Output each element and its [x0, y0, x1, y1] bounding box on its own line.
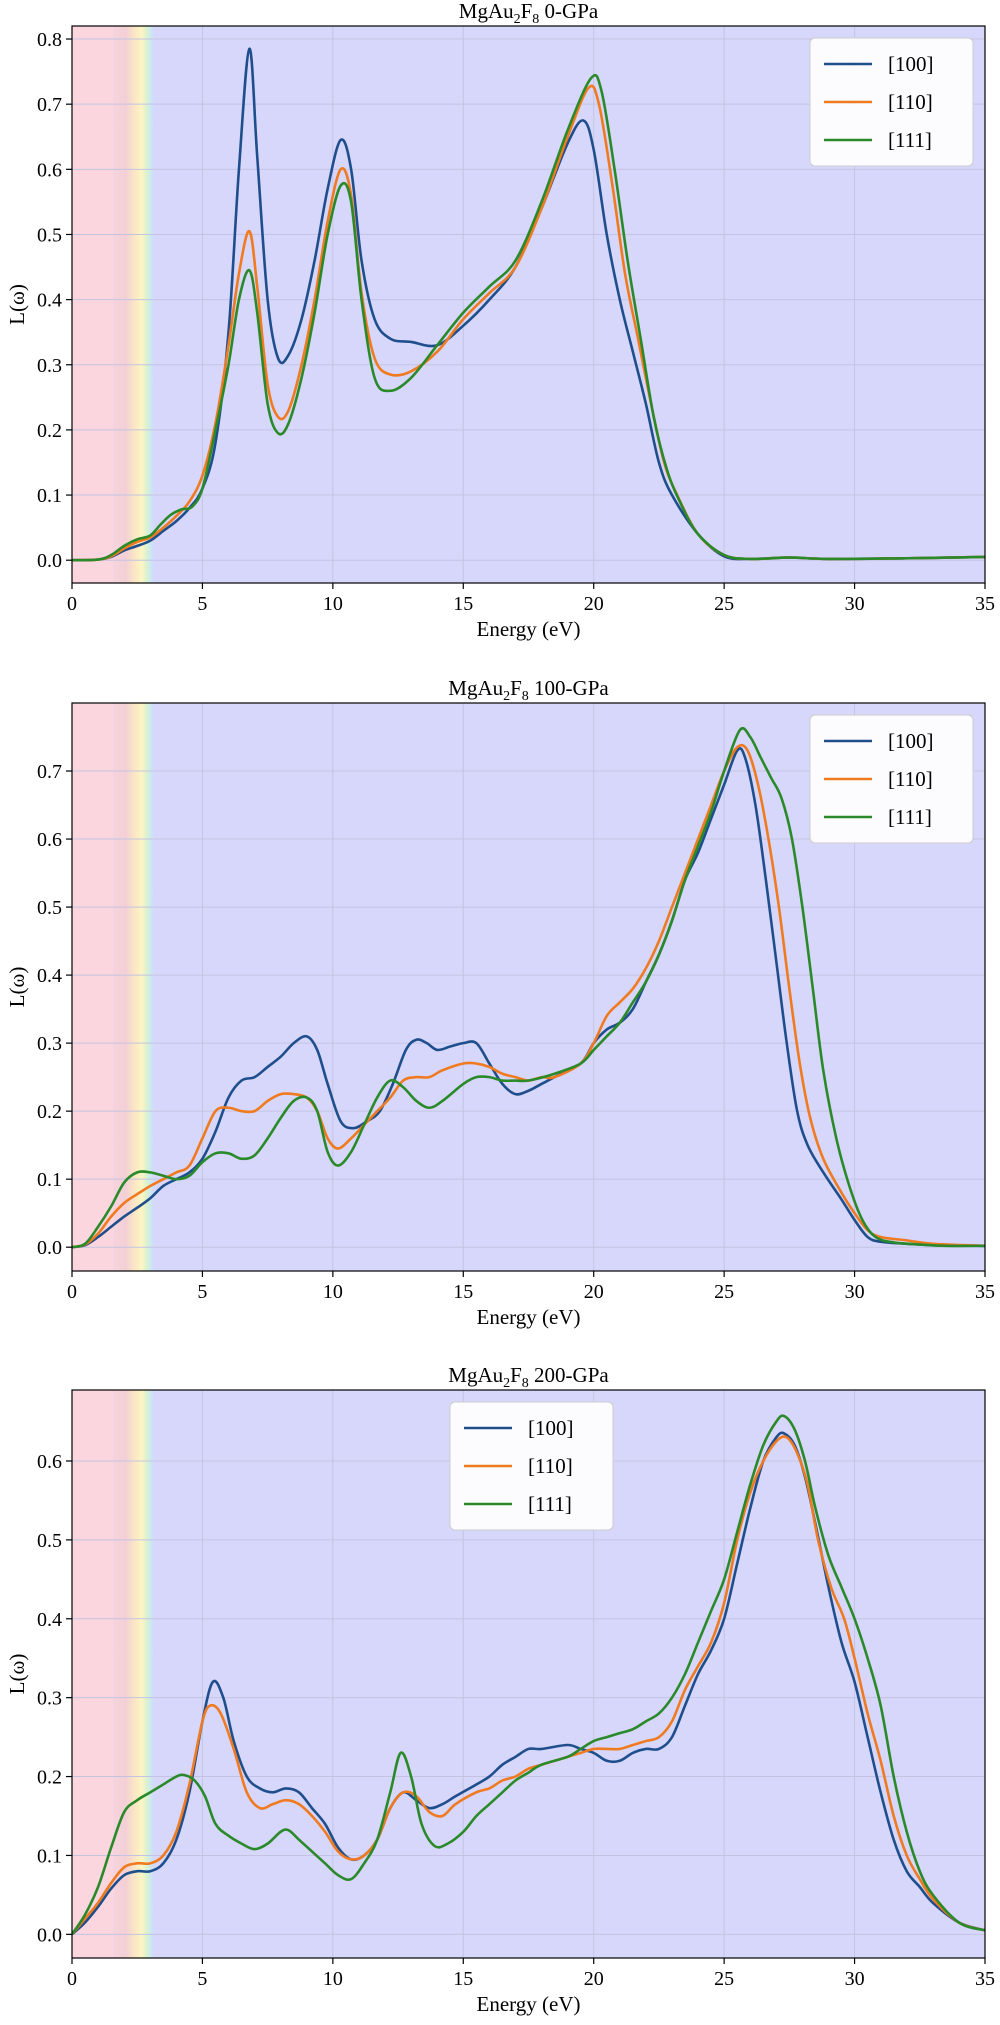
y-tick-label: 0.8	[37, 29, 62, 51]
y-tick-label: 0.4	[37, 965, 62, 987]
legend-label: [111]	[888, 805, 932, 829]
y-tick-label: 0.0	[37, 550, 62, 572]
y-tick-label: 0.1	[37, 1169, 62, 1191]
y-tick-label: 0.0	[37, 1924, 62, 1946]
x-tick-label: 20	[584, 1281, 604, 1303]
x-axis-label: Energy (eV)	[477, 1992, 581, 2016]
y-tick-label: 0.7	[37, 94, 62, 116]
x-tick-label: 25	[714, 1281, 734, 1303]
chart-title: MgAu2F8 0-GPa	[459, 0, 599, 27]
legend: [100] [110] [111]	[809, 37, 974, 167]
x-tick-label: 10	[323, 1281, 343, 1303]
series-line-111	[72, 727, 985, 1249]
x-tick-label: 5	[197, 1968, 207, 1990]
visible-band	[113, 703, 153, 1271]
series-line-110	[72, 1435, 985, 1936]
y-tick-label: 0.3	[37, 355, 62, 377]
axes-frame	[71, 1389, 986, 1959]
y-tick-label: 0.4	[37, 290, 62, 312]
x-tick-label: 0	[67, 593, 77, 615]
x-tick-label: 10	[323, 593, 343, 615]
visible-band	[113, 26, 153, 583]
legend-box	[809, 714, 974, 844]
legend-label: [111]	[528, 1492, 572, 1516]
series-group	[72, 47, 985, 562]
series-line-110	[72, 743, 985, 1249]
y-axis-label: L(ω)	[5, 967, 29, 1008]
y-tick-label: 0.1	[37, 485, 62, 507]
y-axis-label: L(ω)	[5, 284, 29, 325]
x-tick-label: 0	[67, 1968, 77, 1990]
infrared-band	[72, 703, 114, 1271]
y-tick-label: 0.0	[37, 1237, 62, 1259]
y-tick-label: 0.2	[37, 1101, 62, 1123]
chart-title: MgAu2F8 200-GPa	[448, 1363, 609, 1391]
y-tick-label: 0.7	[37, 761, 62, 783]
infrared-band	[72, 26, 114, 583]
axes-frame	[71, 702, 986, 1272]
legend: [100] [110] [111]	[449, 1401, 614, 1531]
series-group	[72, 1414, 985, 1936]
x-tick-label: 20	[584, 593, 604, 615]
x-tick-label: 35	[975, 1968, 995, 1990]
y-axis-label: L(ω)	[5, 1654, 29, 1695]
legend-label: [110]	[528, 1454, 573, 1478]
y-tick-label: 0.1	[37, 1845, 62, 1867]
y-tick-label: 0.6	[37, 829, 62, 851]
legend-label: [100]	[888, 52, 934, 76]
x-tick-label: 5	[197, 593, 207, 615]
x-tick-label: 35	[975, 1281, 995, 1303]
x-tick-label: 25	[714, 1968, 734, 1990]
y-tick-label: 0.6	[37, 1451, 62, 1473]
panel-1: 0 5 10 15 20 25 30 35 0.0 0.1 0.2 0.3 0.4 0.5 0.6 0.7 0.…	[5, 0, 995, 641]
y-tick-label: 0.5	[37, 224, 62, 246]
y-tick-label: 0.2	[37, 1767, 62, 1789]
x-tick-label: 10	[323, 1968, 343, 1990]
x-tick-label: 0	[67, 1281, 77, 1303]
x-tick-label: 30	[845, 1968, 865, 1990]
x-tick-label: 5	[197, 1281, 207, 1303]
x-tick-label: 30	[845, 1281, 865, 1303]
series-line-111	[72, 1414, 985, 1936]
x-tick-label: 15	[453, 1281, 473, 1303]
legend-box	[449, 1401, 614, 1531]
legend-label: [110]	[888, 90, 933, 114]
x-axis-label: Energy (eV)	[477, 617, 581, 641]
y-tick-label: 0.6	[37, 159, 62, 181]
legend-box	[809, 37, 974, 167]
series-line-100	[72, 47, 985, 562]
x-tick-label: 20	[584, 1968, 604, 1990]
y-tick-label: 0.4	[37, 1609, 62, 1631]
x-tick-label: 15	[453, 593, 473, 615]
x-tick-label: 15	[453, 1968, 473, 1990]
y-tick-label: 0.3	[37, 1033, 62, 1055]
x-axis-label: Energy (eV)	[477, 1305, 581, 1329]
panel-3: 0 5 10 15 20 25 30 35 0.0 0.1 0.2 0.3 0.4 0.5 0.6 Energ…	[5, 1363, 995, 2016]
series-group	[72, 727, 985, 1249]
y-tick-label: 0.3	[37, 1688, 62, 1710]
legend-label: [111]	[888, 128, 932, 152]
series-line-111	[72, 73, 985, 562]
legend-label: [110]	[888, 767, 933, 791]
x-tick-label: 30	[845, 593, 865, 615]
infrared-band	[72, 1390, 114, 1958]
legend: [100] [110] [111]	[809, 714, 974, 844]
y-tick-label: 0.5	[37, 897, 62, 919]
legend-label: [100]	[888, 729, 934, 753]
legend-label: [100]	[528, 1416, 574, 1440]
chart-title: MgAu2F8 100-GPa	[448, 676, 609, 704]
panel-2: 0 5 10 15 20 25 30 35 0.0 0.1 0.2 0.3 0.4 0.5 0.6 0.7 En…	[5, 676, 995, 1329]
y-tick-label: 0.5	[37, 1530, 62, 1552]
axes-frame	[71, 25, 986, 584]
y-tick-label: 0.2	[37, 420, 62, 442]
x-tick-label: 25	[714, 593, 734, 615]
x-tick-label: 35	[975, 593, 995, 615]
